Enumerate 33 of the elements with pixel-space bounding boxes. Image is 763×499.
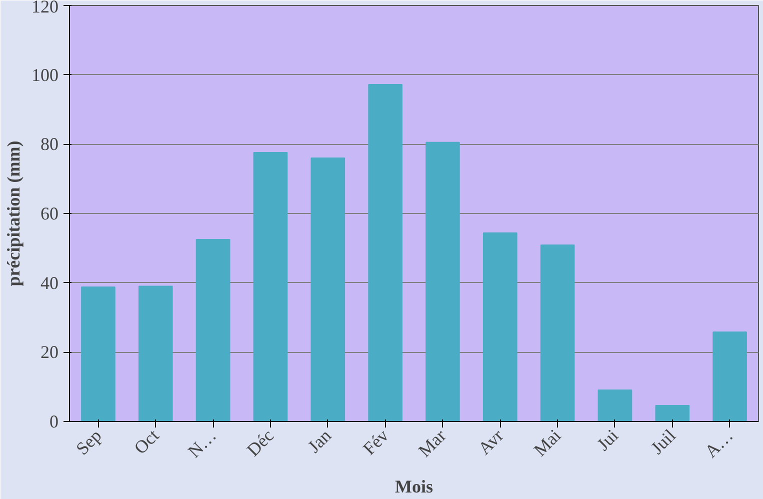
y-tick-label: 0: [50, 412, 58, 432]
bar: [368, 84, 402, 422]
y-tick-label: 60: [40, 204, 58, 224]
bar: [138, 286, 173, 422]
x-tick-label: Mar: [414, 425, 450, 461]
bar: [310, 158, 346, 422]
x-tick-label: Déc: [242, 425, 278, 460]
x-tick-label: Sep: [72, 425, 106, 459]
bar: [712, 332, 747, 422]
x-tick-label: A…: [700, 425, 737, 462]
x-axis-title: Mois: [395, 476, 433, 497]
x-tick-label: Mai: [530, 425, 565, 460]
x-tick-label: Juil: [646, 425, 680, 458]
bar: [655, 405, 690, 422]
y-axis-title: précipitation (mm): [4, 140, 24, 286]
bar: [482, 232, 518, 422]
y-tick-label: 100: [32, 64, 58, 85]
x-tick-label: Jui: [593, 425, 622, 454]
x-tick-label: Avr: [474, 425, 508, 458]
x-tick-label: N…: [184, 425, 220, 462]
y-tick-label: 80: [40, 134, 58, 154]
bar: [253, 152, 288, 422]
bar: [81, 286, 116, 422]
y-tick-label: 40: [40, 272, 58, 293]
y-tick-label: 120: [32, 0, 58, 16]
bar: [196, 239, 230, 422]
bar: [426, 142, 460, 422]
bar: [598, 389, 632, 422]
bar: [540, 244, 575, 422]
x-tick-label: Fév: [359, 425, 392, 459]
x-tick-label: Jan: [304, 425, 335, 457]
y-tick-label: 20: [40, 342, 58, 362]
x-tick-label: Oct: [130, 425, 163, 458]
